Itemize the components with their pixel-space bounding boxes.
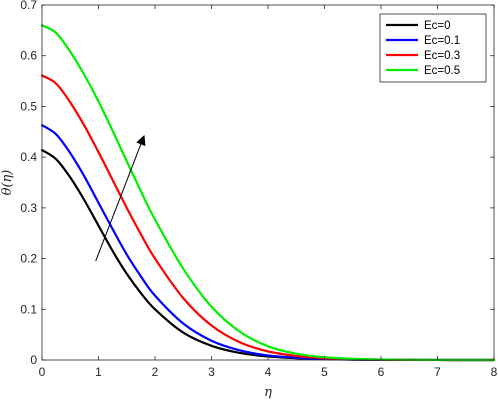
y-tick-label: 0.4 (20, 150, 37, 164)
y-tick-label: 0 (30, 353, 37, 367)
legend: Ec=0 Ec=0.1 Ec=0.3 Ec=0.5 (379, 13, 487, 83)
trend-arrow (95, 134, 146, 262)
legend-label: Ec=0 (424, 20, 451, 32)
y-axis-label: θ(η) (0, 170, 15, 196)
x-tick-label: 1 (95, 365, 102, 379)
x-tick-label: 4 (265, 365, 272, 379)
x-tick-label: 6 (378, 365, 385, 379)
legend-label: Ec=0.5 (424, 65, 460, 77)
x-tick-label: 5 (321, 365, 328, 379)
x-tick-label: 2 (152, 365, 159, 379)
y-tick-label: 0.6 (20, 49, 37, 63)
series-line-1 (40, 148, 496, 362)
series-line-3 (40, 74, 496, 362)
y-tick-label: 0.5 (20, 99, 37, 113)
x-axis-label: η (264, 385, 272, 400)
x-tick-label: 8 (491, 365, 498, 379)
y-tick-label: 0.2 (20, 252, 37, 266)
legend-label: Ec=0.3 (424, 50, 460, 62)
y-tick-label: 0.1 (20, 302, 37, 316)
series-line-2 (40, 124, 496, 362)
legend-label: Ec=0.1 (424, 35, 460, 47)
x-tick-label: 7 (434, 365, 441, 379)
x-tick-label: 0 (39, 365, 46, 379)
x-tick-label: 3 (208, 365, 215, 379)
annotation-group (95, 134, 146, 262)
y-tick-label: 0.7 (20, 0, 37, 12)
y-tick-label: 0.3 (20, 201, 37, 215)
